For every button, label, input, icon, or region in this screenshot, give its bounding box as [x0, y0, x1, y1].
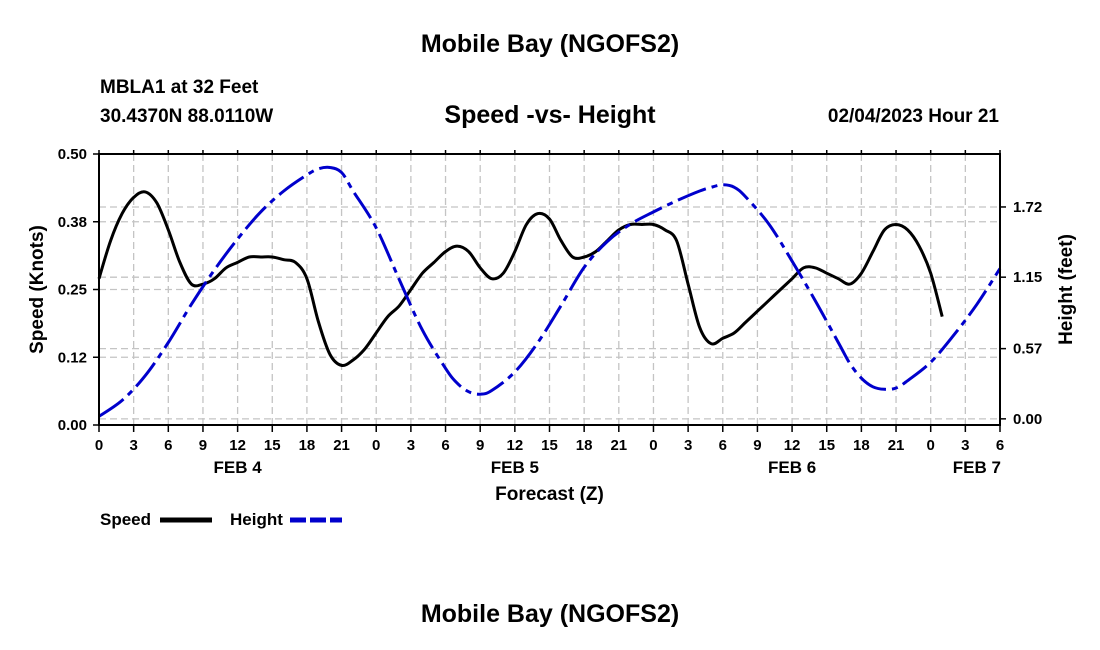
legend: Speed Height: [100, 510, 342, 529]
y-right-tick-label: 0.00: [1013, 411, 1042, 428]
y-left-tick-label: 0.00: [58, 417, 87, 434]
x-tick-label: 21: [333, 437, 350, 454]
x-tick-label: 6: [441, 437, 449, 454]
y-left-tick-label: 0.12: [58, 349, 87, 366]
series-line-height: [98, 165, 1002, 418]
y-right-tick-label: 1.15: [1013, 269, 1042, 286]
series-layer: [97, 165, 1002, 418]
x-tick-label: 15: [541, 437, 558, 454]
x-tick-label: 0: [95, 437, 103, 454]
y-left-tick-label: 0.38: [58, 214, 87, 231]
x-tick-label: 18: [299, 437, 316, 454]
x-tick-label: 6: [996, 437, 1004, 454]
x-axis-title: Forecast (Z): [495, 484, 604, 505]
legend-label-height: Height: [230, 510, 283, 529]
x-tick-label: 3: [684, 437, 692, 454]
x-tick-label: 21: [610, 437, 627, 454]
x-tick-label: 9: [476, 437, 484, 454]
x-tick-label: 9: [753, 437, 761, 454]
y-right-axis-title: Height (feet): [1056, 234, 1077, 345]
legend-label-speed: Speed: [100, 510, 151, 529]
y-right-tick-label: 0.57: [1013, 341, 1042, 358]
axis-labels: 0 3 6 9 12 15 18 21 0 3 6 9 12 15 18 21 0 3 6 9 12 15 18 21 0 3 6 F…: [27, 146, 1077, 505]
grid-lines: [98, 153, 1001, 426]
x-tick-label: 12: [784, 437, 801, 454]
x-tick-label: 0: [649, 437, 657, 454]
x-tick-label: 6: [719, 437, 727, 454]
x-tick-label: 0: [927, 437, 935, 454]
day-label: FEB 5: [491, 458, 539, 477]
day-label: FEB 6: [768, 458, 816, 477]
day-label: FEB 4: [214, 458, 263, 477]
station-label: MBLA1 at 32 Feet: [100, 77, 259, 98]
y-right-tick-label: 1.72: [1013, 199, 1042, 216]
series-line-speed: [97, 190, 944, 368]
axis-ticks: [93, 150, 1006, 432]
x-tick-label: 3: [129, 437, 137, 454]
x-tick-label: 15: [818, 437, 835, 454]
page-title: Mobile Bay (NGOFS2): [420, 30, 680, 58]
x-tick-label: 6: [164, 437, 172, 454]
x-tick-label: 0: [372, 437, 380, 454]
x-tick-label: 18: [576, 437, 593, 454]
y-left-tick-label: 0.25: [58, 282, 87, 299]
footer-title: Mobile Bay (NGOFS2): [420, 600, 680, 628]
x-tick-label: 15: [264, 437, 281, 454]
day-label: FEB 7: [953, 458, 1001, 477]
chart-subtitle: Speed -vs- Height: [444, 101, 656, 129]
y-left-tick-label: 0.50: [58, 146, 87, 163]
y-left-axis-title: Speed (Knots): [27, 225, 48, 354]
x-tick-label: 12: [229, 437, 246, 454]
x-tick-label: 9: [199, 437, 207, 454]
x-tick-label: 3: [407, 437, 415, 454]
x-tick-label: 12: [507, 437, 524, 454]
station-coordinates: 30.4370N 88.0110W: [100, 106, 274, 127]
forecast-datestamp: 02/04/2023 Hour 21: [827, 106, 999, 127]
x-tick-label: 21: [888, 437, 905, 454]
x-tick-label: 3: [961, 437, 969, 454]
x-tick-label: 18: [853, 437, 870, 454]
